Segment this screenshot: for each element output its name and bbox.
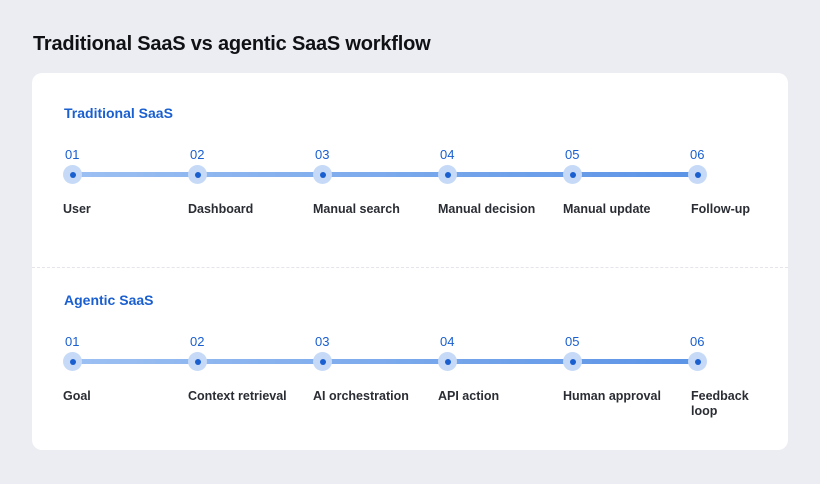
step-number: 04 bbox=[440, 147, 455, 162]
step-number: 06 bbox=[690, 147, 705, 162]
section-title: Agentic SaaS bbox=[64, 292, 154, 308]
step-node-icon bbox=[188, 165, 207, 184]
step-node-icon bbox=[563, 352, 582, 371]
timeline-track bbox=[72, 359, 697, 364]
step-node-icon bbox=[563, 165, 582, 184]
step-node-icon bbox=[688, 352, 707, 371]
step-node-icon bbox=[63, 352, 82, 371]
timeline-track bbox=[72, 172, 697, 177]
step-number: 03 bbox=[315, 334, 330, 349]
step-node-icon bbox=[438, 352, 457, 371]
step-label: Goal bbox=[63, 389, 91, 403]
step-node-icon bbox=[313, 165, 332, 184]
step-node-icon bbox=[188, 352, 207, 371]
step-label: Dashboard bbox=[188, 202, 254, 216]
agentic-saas-section: Agentic SaaS 01 Goal 02 Context retrieva… bbox=[32, 268, 788, 450]
step-number: 02 bbox=[190, 147, 205, 162]
workflow-card: Traditional SaaS 01 User 02 Dashboard 03… bbox=[32, 73, 788, 450]
traditional-saas-section: Traditional SaaS 01 User 02 Dashboard 03… bbox=[32, 73, 788, 268]
step-number: 06 bbox=[690, 334, 705, 349]
step-node-icon bbox=[438, 165, 457, 184]
section-divider bbox=[32, 267, 788, 268]
step-number: 01 bbox=[65, 147, 80, 162]
step-label: Follow-up bbox=[691, 202, 751, 216]
step-number: 03 bbox=[315, 147, 330, 162]
step-node-icon bbox=[63, 165, 82, 184]
step-label: User bbox=[63, 202, 91, 216]
step-label: API action bbox=[438, 389, 500, 403]
step-label: Feedback loop bbox=[691, 389, 749, 418]
step-node-icon bbox=[313, 352, 332, 371]
step-label: Manual decision bbox=[438, 202, 536, 216]
step-label: Manual search bbox=[313, 202, 400, 216]
step-number: 02 bbox=[190, 334, 205, 349]
step-label: Context retrieval bbox=[188, 389, 287, 403]
step-label: AI orchestration bbox=[313, 389, 409, 403]
page-title: Traditional SaaS vs agentic SaaS workflo… bbox=[33, 33, 431, 55]
step-number: 01 bbox=[65, 334, 80, 349]
step-node-icon bbox=[688, 165, 707, 184]
section-title: Traditional SaaS bbox=[64, 105, 173, 121]
step-number: 04 bbox=[440, 334, 455, 349]
step-label: Manual update bbox=[563, 202, 651, 216]
step-label: Human approval bbox=[563, 389, 661, 403]
step-number: 05 bbox=[565, 334, 580, 349]
step-number: 05 bbox=[565, 147, 580, 162]
